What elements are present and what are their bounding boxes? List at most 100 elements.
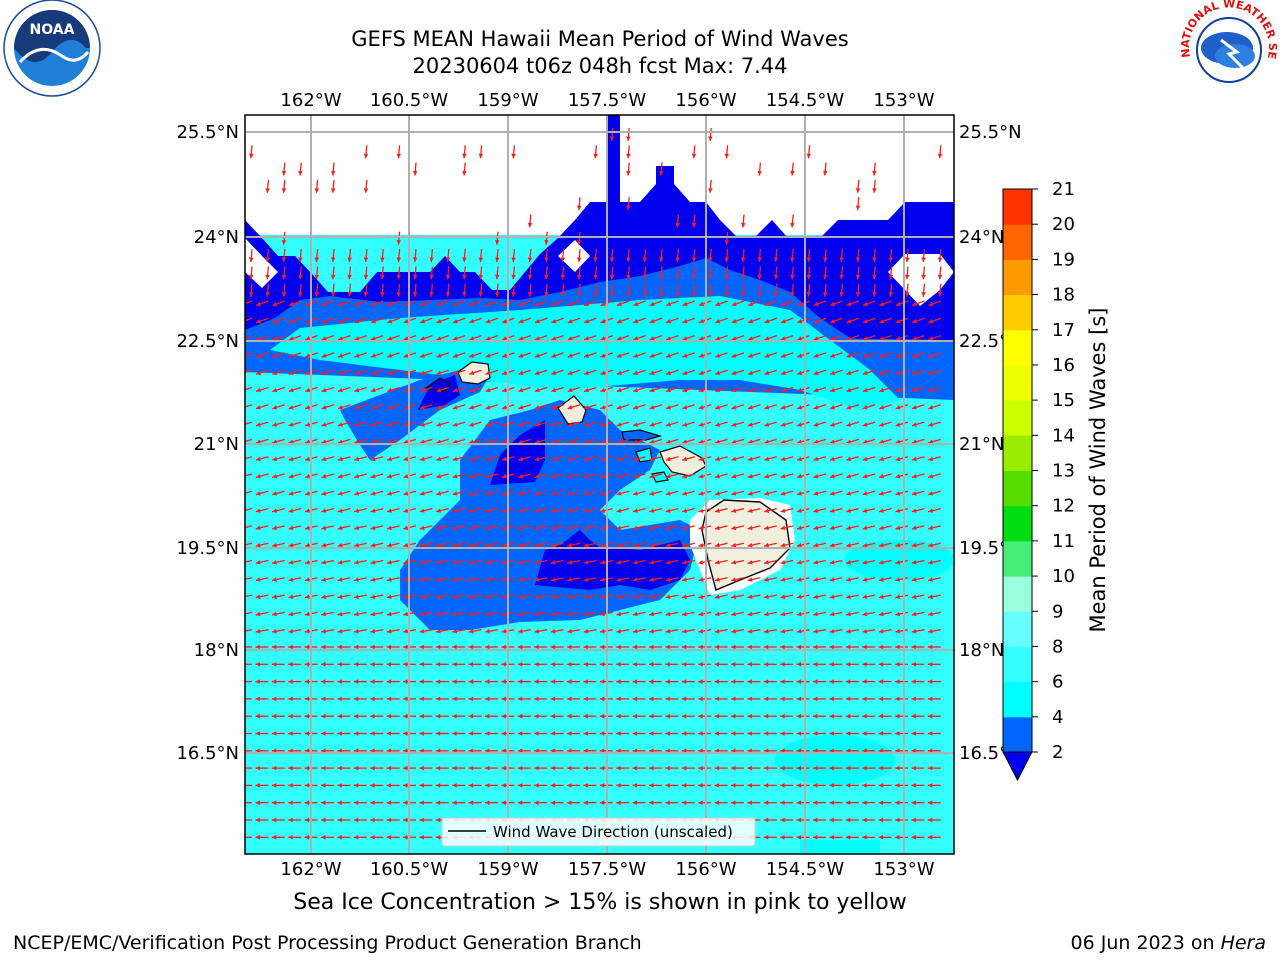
wave-arrow-head — [839, 292, 844, 297]
wave-arrow-head — [731, 336, 737, 341]
wave-arrow-head — [255, 835, 260, 840]
wave-arrow — [255, 300, 269, 307]
wave-arrow-head — [272, 370, 278, 375]
wave-arrow — [501, 490, 515, 496]
wave-arrow — [386, 438, 400, 444]
wave-arrow — [599, 542, 613, 547]
wave-arrow-head — [797, 336, 803, 341]
wave-arrow-head — [321, 422, 327, 427]
wave-arrow-head — [681, 713, 687, 719]
wave-arrow — [758, 162, 762, 176]
wave-arrow-head — [239, 612, 244, 616]
wave-arrow-head — [452, 731, 457, 736]
wave-arrow — [731, 317, 745, 324]
wave-arrow — [649, 369, 663, 375]
wave-arrow-head — [337, 456, 343, 462]
wave-arrow — [813, 611, 827, 616]
wave-arrow-head — [567, 387, 573, 393]
wave-arrow — [780, 421, 794, 427]
wave-arrow — [813, 404, 827, 410]
lat-tick-label: 16.5°N — [176, 743, 239, 764]
wave-arrow — [250, 249, 253, 263]
wave-arrow-head — [567, 370, 573, 375]
wave-arrow-head — [469, 353, 475, 358]
wave-arrow — [485, 611, 499, 616]
wave-arrow-head — [911, 525, 917, 531]
wave-arrow — [419, 490, 433, 496]
wave-arrow — [731, 559, 745, 564]
wave-arrow — [813, 317, 827, 324]
wave-arrow-head — [544, 257, 549, 263]
wave-arrow-head — [403, 370, 409, 375]
wave-arrow-head — [272, 611, 277, 617]
wave-arrow-head — [468, 748, 474, 754]
wave-arrow-head — [846, 370, 852, 375]
wave-arrow-head — [387, 319, 393, 324]
wave-arrow-head — [593, 292, 598, 297]
wave-arrow-head — [386, 765, 392, 771]
wave-arrow-head — [435, 679, 441, 684]
wave-arrow-head — [633, 370, 639, 375]
wave-arrow-head — [666, 370, 671, 375]
wave-arrow-head — [682, 611, 687, 617]
wave-arrow-head — [452, 560, 458, 565]
wave-arrow-head — [698, 319, 704, 324]
wave-arrow — [911, 317, 925, 324]
wave-arrow — [452, 594, 466, 599]
wave-arrow-head — [796, 765, 802, 771]
wave-arrow — [780, 629, 794, 633]
island-big-island — [701, 499, 791, 591]
wave-arrow — [387, 334, 400, 341]
wave-arrow-head — [240, 371, 245, 375]
wave-arrow-head — [288, 713, 293, 719]
wave-arrow-head — [353, 800, 359, 805]
wave-arrow — [337, 317, 351, 324]
wave-arrow — [693, 266, 696, 280]
wave-arrow — [682, 386, 695, 393]
wave-arrow-head — [370, 387, 376, 393]
wave-arrow — [895, 473, 909, 478]
wave-arrow — [927, 542, 941, 547]
wave-arrow — [600, 334, 614, 341]
wave-arrow — [354, 507, 367, 513]
wave-arrow-head — [593, 274, 598, 280]
wave-arrow-head — [780, 405, 786, 410]
wave-arrow-head — [337, 679, 342, 684]
wave-arrow — [468, 421, 482, 427]
wave-arrow-head — [468, 542, 474, 548]
wave-arrow — [632, 594, 646, 599]
wave-arrow — [928, 490, 941, 496]
wave-arrow-head — [419, 628, 425, 634]
wave-arrow-head — [813, 679, 818, 684]
wave-arrow — [567, 629, 581, 633]
wave-arrow-head — [255, 508, 261, 513]
wave-arrow — [397, 231, 401, 245]
wave-arrow-head — [534, 644, 539, 650]
wave-arrow-head — [419, 835, 424, 840]
wave-arrow — [676, 214, 680, 228]
wave-arrow-head — [255, 491, 261, 496]
wave-arrow-head — [452, 800, 457, 805]
wave-arrow-head — [599, 765, 605, 771]
wave-arrow-head — [403, 560, 409, 565]
wave-arrow-head — [386, 662, 392, 667]
wave-arrow — [632, 559, 646, 564]
wave-arrow — [387, 317, 400, 324]
wave-arrow-head — [452, 353, 458, 358]
wave-arrow — [545, 249, 548, 263]
wave-arrow-head — [928, 405, 934, 410]
wave-arrow — [468, 577, 482, 582]
wave-arrow-head — [337, 713, 342, 719]
wave-arrow-head — [600, 319, 606, 324]
wave-arrow-head — [321, 560, 327, 565]
wave-arrow — [845, 559, 859, 564]
wave-arrow-head — [715, 405, 721, 410]
wave-arrow — [518, 438, 531, 444]
wave-arrow-head — [305, 491, 310, 496]
wave-arrow-head — [724, 153, 730, 159]
wave-arrow — [403, 577, 417, 582]
wave-arrow — [288, 473, 302, 478]
wave-arrow-head — [813, 336, 819, 341]
wave-arrow-head — [518, 594, 523, 600]
wave-arrow — [862, 300, 876, 307]
